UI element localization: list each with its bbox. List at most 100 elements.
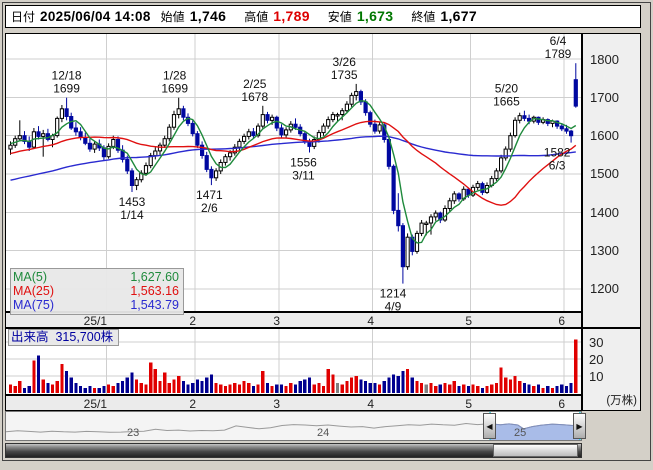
volume-bar	[18, 381, 22, 393]
volume-bar	[167, 382, 171, 393]
volume-bar	[181, 381, 185, 393]
ma-legend-row: MA(25) 1,563.16	[13, 284, 179, 298]
volume-axis-panel: 30 20 10 (万株)	[582, 328, 641, 411]
volume-bar	[102, 386, 106, 393]
volume-bar	[247, 382, 251, 393]
candle	[344, 103, 349, 112]
candle	[372, 123, 377, 132]
volume-bar	[574, 339, 578, 393]
candle	[363, 101, 368, 114]
volume-bar	[13, 386, 17, 393]
volume-tick-label: 20	[589, 352, 604, 367]
candle	[167, 126, 172, 140]
volume-bar	[289, 382, 293, 393]
svg-text:1735: 1735	[331, 68, 358, 82]
volume-bar	[340, 384, 344, 393]
volume-bar	[471, 384, 475, 393]
candle	[545, 119, 550, 124]
candle	[190, 122, 195, 135]
volume-bar	[298, 381, 302, 393]
volume-bars	[8, 339, 578, 393]
scrollbar-thumb[interactable]	[493, 444, 578, 457]
candle	[340, 110, 345, 115]
high-label: 高値	[244, 10, 269, 24]
left-arrow-icon: ◀	[486, 421, 493, 431]
navigator-left-button[interactable]: ◀	[483, 413, 496, 439]
volume-bar	[387, 377, 391, 393]
volume-bar	[74, 382, 78, 393]
volume-bar	[214, 382, 218, 393]
volume-bar	[317, 382, 321, 393]
year-label: 24	[317, 427, 329, 439]
volume-bar	[186, 384, 190, 393]
volume-bar	[410, 377, 414, 393]
ma-legend-row: MA(75) 1,543.79	[13, 298, 179, 312]
volume-tick-label: 30	[589, 335, 604, 350]
volume-bar	[265, 382, 270, 393]
volume-bar	[41, 379, 45, 393]
candle	[17, 135, 22, 140]
volume-bar	[504, 377, 508, 393]
volume-bar	[55, 381, 59, 393]
volume-bar	[499, 367, 503, 393]
volume-bar	[415, 381, 419, 393]
volume-bar	[359, 379, 363, 393]
candle	[503, 148, 508, 159]
volume-bar	[564, 386, 569, 393]
svg-text:1556: 1556	[290, 156, 317, 170]
volume-bar	[345, 381, 349, 393]
svg-text:1678: 1678	[241, 90, 268, 104]
price-tick-label: 1600	[590, 128, 619, 143]
candle	[200, 144, 205, 156]
svg-text:3/11: 3/11	[292, 169, 315, 183]
volume-bar	[429, 382, 433, 393]
ma25-line	[10, 120, 577, 206]
volume-bar	[546, 386, 550, 393]
candle	[228, 152, 233, 158]
volume-bar	[396, 376, 400, 393]
candle	[101, 147, 107, 158]
month-axis-label: 5	[465, 397, 472, 411]
ma-label: MA(5)	[13, 270, 48, 284]
volume-unit-label: (万株)	[606, 395, 637, 407]
ma5-line	[10, 100, 577, 244]
candle	[129, 170, 135, 186]
svg-text:1/28: 1/28	[163, 69, 187, 83]
month-axis-label: 2	[189, 314, 196, 328]
date-group: 日付 2025/06/04 14:08	[11, 8, 151, 25]
navigator-right-button[interactable]: ▶	[573, 413, 586, 439]
horizontal-scrollbar-track[interactable]	[5, 443, 582, 458]
volume-bar	[312, 384, 316, 393]
candle	[92, 143, 97, 150]
candle	[279, 127, 284, 136]
candle	[115, 139, 121, 151]
volume-tick-label: 10	[589, 369, 604, 384]
volume-bar	[527, 384, 531, 393]
volume-bar	[116, 382, 120, 393]
quote-header-bar: 日付 2025/06/04 14:08 始値 1,746 高値 1,789 安値…	[5, 5, 641, 28]
month-axis-label: 4	[367, 397, 374, 411]
volume-bar	[228, 384, 232, 393]
month-axis-label: 6	[558, 397, 565, 411]
volume-bar	[139, 382, 143, 393]
candle	[349, 94, 354, 105]
navigator-selection-window[interactable]	[490, 412, 579, 440]
main-chart-panel: 12/18 1699 1/28 1699 2/25 1678 3/26 1735 5/20 166…	[5, 33, 582, 314]
candle	[246, 131, 251, 137]
svg-text:1699: 1699	[53, 82, 80, 96]
volume-bar	[420, 382, 424, 393]
volume-bar	[331, 374, 335, 393]
month-axis-label: 6	[558, 314, 565, 328]
volume-bar	[50, 384, 55, 393]
candle	[494, 170, 499, 180]
candle	[143, 165, 149, 174]
candle	[256, 125, 261, 137]
month-axis-label: 3	[273, 397, 280, 411]
month-axis-label: 25/1	[83, 397, 107, 411]
svg-text:12/18: 12/18	[52, 69, 82, 83]
volume-bar	[251, 386, 255, 393]
volume-bar	[550, 387, 555, 393]
volume-bar	[79, 386, 83, 393]
